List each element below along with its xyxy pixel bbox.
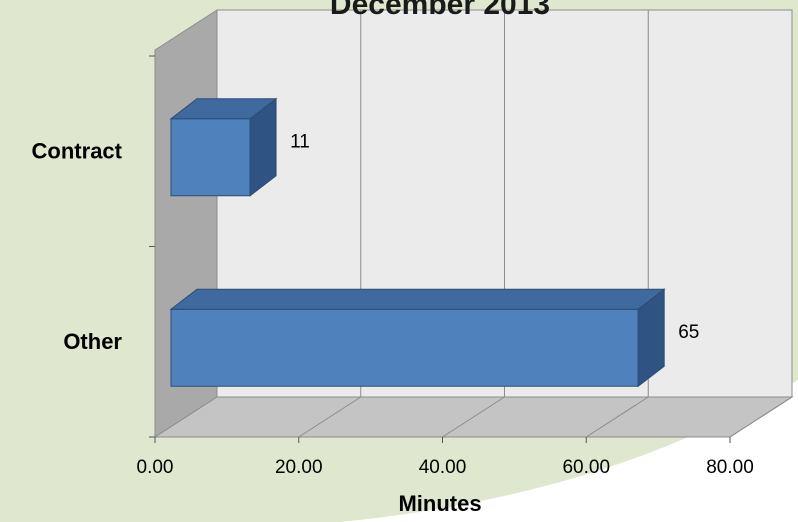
- x-tick-label: 60.00: [562, 457, 610, 478]
- bar-front-contract: [170, 118, 251, 197]
- category-label-other: Other: [63, 329, 122, 354]
- data-label-other: 65: [678, 322, 699, 343]
- bar-top-other: [169, 288, 666, 310]
- x-tick-label: 80.00: [706, 457, 754, 478]
- gridline-floor: [442, 396, 505, 438]
- data-label-contract: 11: [290, 131, 310, 152]
- x-axis-title: Minutes: [398, 491, 481, 516]
- x-tick-label: 0.00: [137, 457, 174, 478]
- bar-end-contract: [249, 97, 277, 197]
- bar-end-other: [637, 288, 665, 388]
- gridline-floor: [298, 396, 362, 438]
- bars: [169, 97, 666, 388]
- bar-contract: [169, 97, 278, 197]
- bar-other: [169, 288, 666, 388]
- axis-ticks: [149, 55, 731, 443]
- chart-title: December 2013: [330, 0, 550, 21]
- labels: 0.00 20.00 40.00 60.00 80.00 11 Contract 65 Othe…: [32, 131, 754, 478]
- category-label-contract: Contract: [32, 138, 123, 163]
- x-tick-label: 20.00: [275, 457, 323, 478]
- gridline-floor: [585, 396, 649, 438]
- gridline-floor: [729, 396, 793, 438]
- bar-front-other: [170, 308, 639, 387]
- x-tick-label: 40.00: [419, 457, 467, 478]
